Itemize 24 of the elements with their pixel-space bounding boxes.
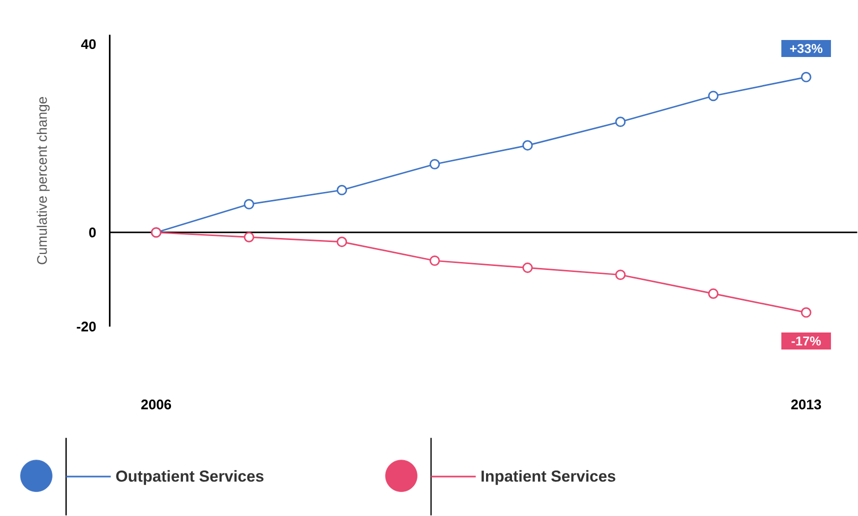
x-tick-label: 2013: [791, 400, 822, 410]
point: [336, 184, 348, 196]
x-tick-label: 2006: [141, 400, 172, 410]
y-axis-title: Cumulative percent change: [36, 97, 50, 264]
point: [244, 199, 254, 210]
legend-label: Inpatient Services: [482, 470, 616, 485]
point: [430, 255, 440, 266]
point: [615, 270, 626, 280]
point: [708, 288, 719, 299]
y-tick-label: 0: [89, 228, 96, 238]
y-tick-label: 40: [81, 39, 96, 50]
point: [522, 140, 533, 151]
point: [522, 262, 533, 273]
y-tick-label: -20: [76, 322, 96, 332]
point: [244, 232, 254, 242]
point: [800, 72, 812, 82]
point: [615, 116, 626, 128]
legend-label: Outpatient Services: [116, 470, 264, 485]
annotation: -17%: [792, 336, 821, 346]
point: [336, 236, 348, 248]
point: [800, 307, 812, 318]
annotation: +33%: [790, 44, 822, 54]
point: [430, 158, 440, 170]
point: [708, 90, 719, 102]
